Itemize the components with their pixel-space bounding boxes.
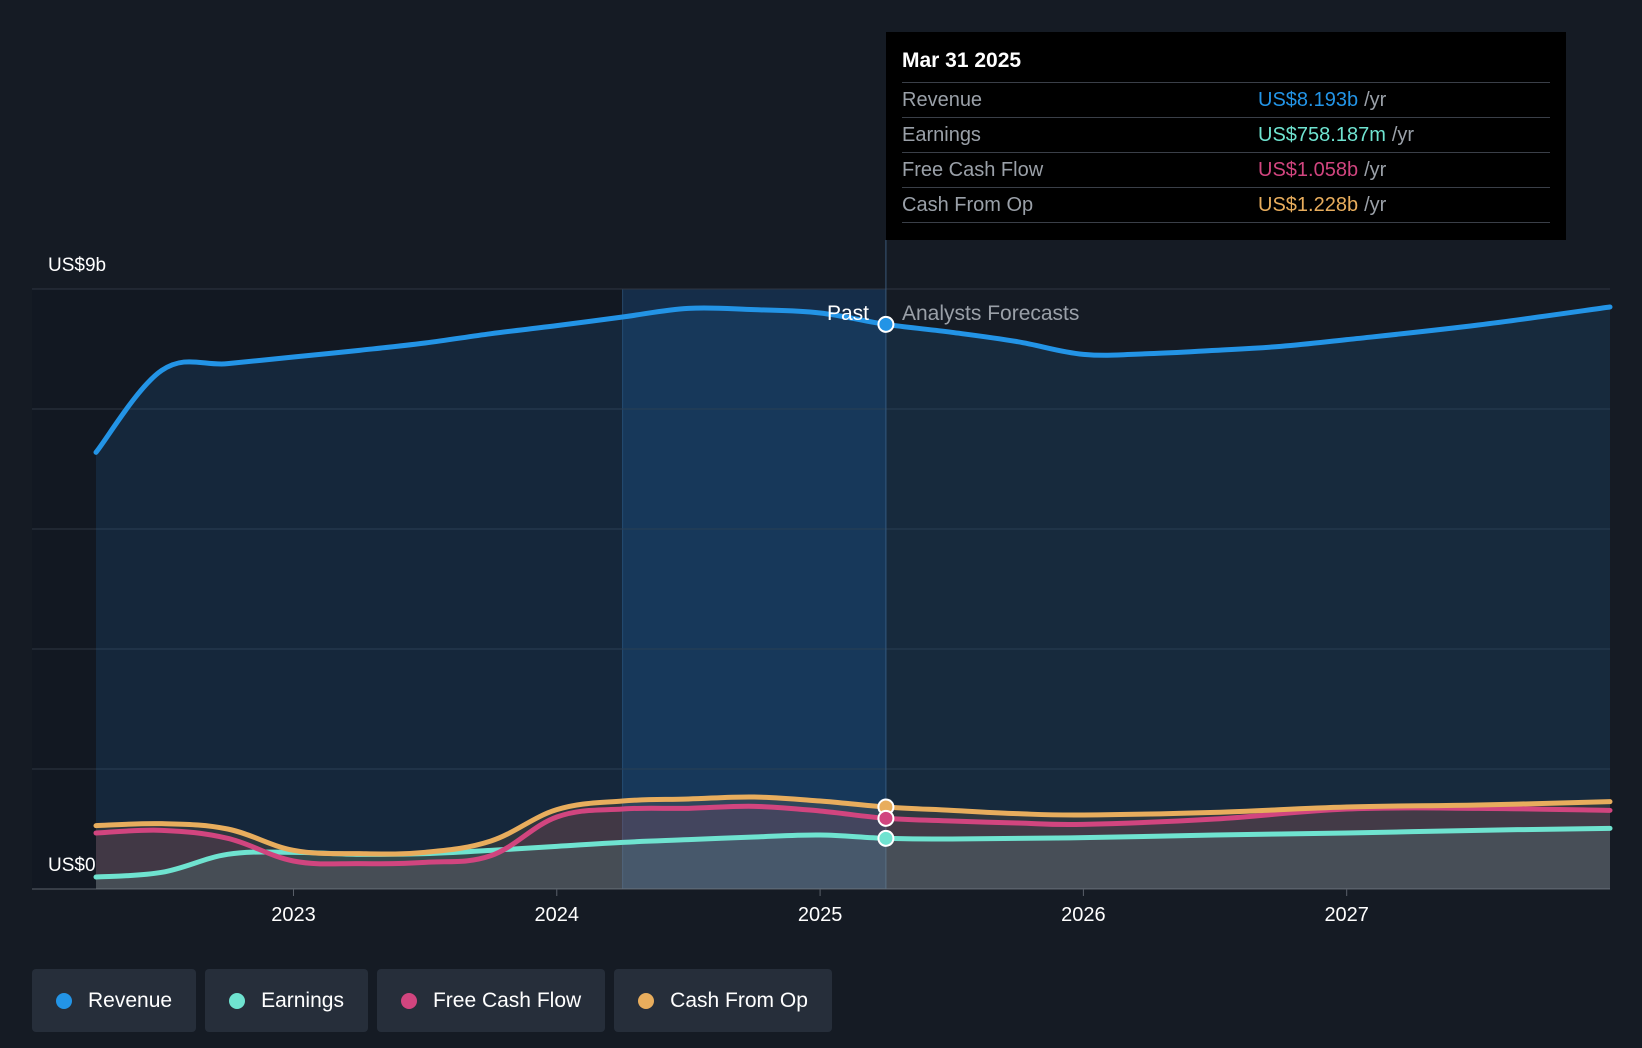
tooltip-label: Cash From Op <box>902 193 1034 216</box>
legend-dot-icon <box>638 992 655 1009</box>
line-cfo <box>93 794 1613 857</box>
line-fcf <box>93 803 1613 867</box>
tooltip-label: Free Cash Flow <box>902 158 1044 181</box>
tooltip-unit: /yr <box>1364 193 1387 216</box>
area-revenue <box>96 307 1610 889</box>
legend-dot-icon <box>400 992 417 1009</box>
tooltip-value: US$758.187m <box>1258 123 1386 146</box>
x-tick-label: 2026 <box>1061 904 1106 926</box>
area-earnings <box>96 828 1610 889</box>
x-tick-label: 2023 <box>271 904 316 926</box>
legend-item-fcf[interactable]: Free Cash Flow <box>376 969 606 1032</box>
past-label: Past <box>827 302 869 325</box>
legend-item-earnings[interactable]: Earnings <box>205 969 368 1032</box>
past-highlight-band <box>622 289 886 889</box>
x-tick-label: 2025 <box>798 904 843 926</box>
tooltip-row-fcf: Free Cash Flow US$1.058b /yr <box>902 152 1550 187</box>
legend-label: Revenue <box>88 988 173 1012</box>
tooltip-row-earnings: Earnings US$758.187m /yr <box>902 117 1550 152</box>
tooltip-value: US$1.058b <box>1258 158 1359 181</box>
legend-item-cfo[interactable]: Cash From Op <box>614 969 832 1032</box>
tooltip: Mar 31 2025 Revenue US$8.193b /yr Earnin… <box>886 32 1566 240</box>
tooltip-row-cfo: Cash From Op US$1.228b /yr <box>902 187 1550 223</box>
point-revenue <box>877 315 895 333</box>
point-fcf <box>877 809 895 827</box>
tooltip-unit: /yr <box>1364 158 1387 181</box>
tooltip-label: Revenue <box>902 88 983 111</box>
area-fcf <box>96 806 1610 889</box>
tooltip-value: US$1.228b <box>1258 193 1359 216</box>
tooltip-row-revenue: Revenue US$8.193b /yr <box>902 82 1550 117</box>
tooltip-unit: /yr <box>1391 123 1415 146</box>
tooltip-value: US$8.193b <box>1258 88 1359 111</box>
forecast-label: Analysts Forecasts <box>902 302 1079 325</box>
legend-label: Cash From Op <box>670 988 808 1012</box>
x-tick-label: 2027 <box>1324 904 1369 926</box>
legend-dot-icon <box>229 992 246 1009</box>
tooltip-label: Earnings <box>902 123 981 146</box>
y-axis-min-label: US$0 <box>48 855 96 876</box>
legend-label: Earnings <box>261 988 344 1012</box>
legend-dot-icon <box>56 992 72 1009</box>
y-axis-max-label: US$9b <box>48 255 106 276</box>
legend-item-revenue[interactable]: Revenue <box>32 969 197 1032</box>
legend-label: Free Cash Flow <box>432 988 582 1012</box>
tooltip-date: Mar 31 2025 <box>902 49 1022 72</box>
line-revenue <box>93 304 1613 455</box>
x-tick-label: 2024 <box>535 904 580 926</box>
point-earnings <box>877 829 895 847</box>
legend: Revenue Earnings Free Cash Flow Cash Fro… <box>32 969 832 1032</box>
tooltip-unit: /yr <box>1364 88 1387 111</box>
